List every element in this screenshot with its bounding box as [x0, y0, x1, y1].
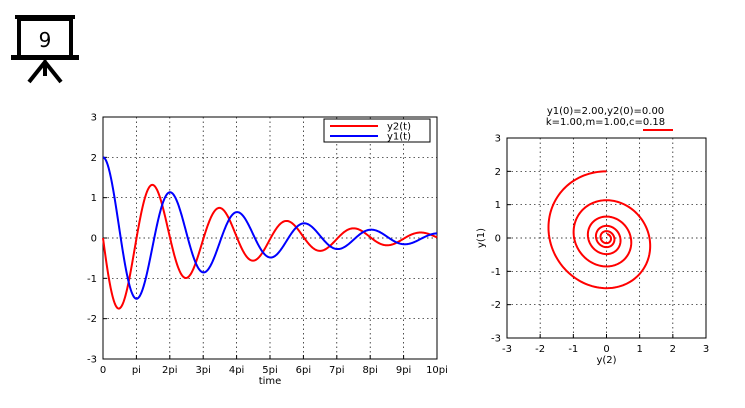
phase-grid — [507, 138, 706, 338]
phase-y-tick-label: 2 — [495, 167, 501, 178]
time-y-tick-label: -3 — [87, 355, 97, 366]
slide-number: 9 — [39, 28, 52, 52]
phase-y-tick-label: 3 — [495, 134, 501, 145]
phase-title-line-1: y1(0)=2.00,y2(0)=0.00 — [547, 106, 664, 117]
phase-y-tick-label: 1 — [495, 200, 501, 211]
time-y-tick-label: 3 — [91, 113, 97, 124]
legend-box — [323, 118, 431, 143]
phase-x-tick-label: -2 — [535, 344, 545, 355]
phase-spiral-line — [547, 170, 652, 290]
time-y-tick-label: -1 — [87, 274, 97, 285]
presentation-screen-icon: 9 — [11, 15, 79, 84]
time-x-tick-label: 5pi — [262, 365, 278, 376]
phase-x-axis-label: y(2) — [596, 355, 616, 366]
time-y-tick-label: 2 — [91, 153, 97, 164]
time-series-x-axis-label: time — [259, 376, 282, 387]
time-x-tick-label: 7pi — [329, 365, 345, 376]
time-series-ticks: 0 pi 2pi 3pi 4pi 5pi 6pi 7pi 8pi 9pi 10pi -3 -2 -1 0 1 2… — [87, 113, 448, 377]
screen-bottom-bar — [11, 55, 79, 60]
phase-x-tick-label: 2 — [670, 344, 676, 355]
phase-x-tick-label: 3 — [703, 344, 709, 355]
time-x-tick-label: 3pi — [195, 365, 211, 376]
time-series-legend: y2(t) y1(t) — [323, 118, 431, 143]
phase-y-axis-label: y(1) — [476, 228, 487, 248]
phase-x-tick-label: -3 — [502, 344, 512, 355]
series-line-y2 — [102, 183, 438, 310]
time-x-tick-label: 2pi — [162, 365, 178, 376]
phase-title-line-2: k=1.00,m=1.00,c=0.18 — [546, 117, 665, 128]
phase-y-tick-label: 0 — [495, 234, 501, 245]
time-y-tick-label: 0 — [91, 234, 97, 245]
time-x-tick-label: 8pi — [362, 365, 378, 376]
time-x-tick-label: 4pi — [229, 365, 245, 376]
phase-y-tick-label: -2 — [491, 300, 501, 311]
phase-x-tick-label: -1 — [568, 344, 578, 355]
time-series-chart: 0 pi 2pi 3pi 4pi 5pi 6pi 7pi 8pi 9pi 10pi -3 -2 -1 0 1 2… — [87, 113, 448, 388]
phase-portrait-chart: y1(0)=2.00,y2(0)=0.00 k=1.00,m=1.00,c=0.… — [476, 106, 709, 366]
time-y-tick-label: -2 — [87, 314, 97, 325]
time-x-tick-label: 9pi — [396, 365, 412, 376]
stand-leg-right — [43, 60, 63, 84]
time-x-tick-label: 0 — [100, 365, 106, 376]
series-line-y1 — [102, 156, 438, 300]
phase-y-tick-label: -3 — [491, 334, 501, 345]
time-x-tick-label: pi — [132, 365, 141, 376]
stand-leg-left — [27, 60, 47, 84]
legend-label-y1: y1(t) — [387, 132, 411, 143]
phase-x-tick-label: 1 — [636, 344, 642, 355]
phase-ticks: -3 -2 -1 0 1 2 3 -3 -2 -1 0 1 2 3 — [491, 134, 709, 356]
time-y-tick-label: 1 — [91, 193, 97, 204]
phase-x-tick-label: 0 — [603, 344, 609, 355]
time-x-tick-label: 6pi — [296, 365, 312, 376]
phase-y-tick-label: -1 — [491, 267, 501, 278]
time-x-tick-label: 10pi — [426, 365, 448, 376]
legend-label-y2: y2(t) — [387, 122, 411, 133]
